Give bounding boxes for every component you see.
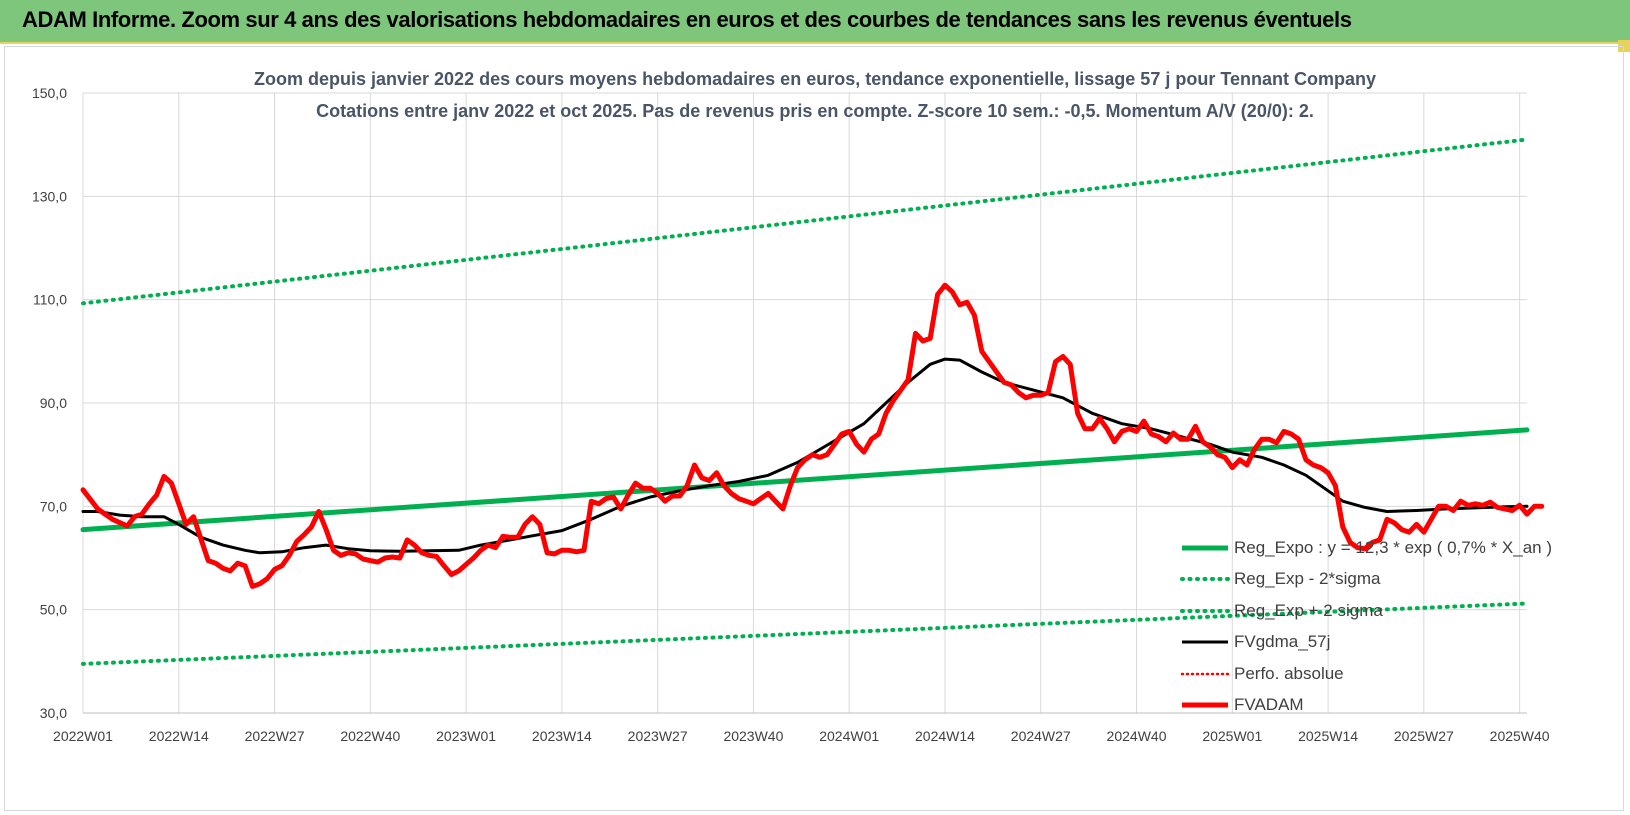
series-line-reg-expo [80,427,1530,533]
chart-subtitle: Cotations entre janv 2022 et oct 2025. P… [316,101,1314,121]
header-banner: ADAM Informe. Zoom sur 4 ans des valoris… [0,0,1630,44]
x-tick-label: 2025W14 [1298,728,1358,744]
corner-marker [1618,40,1630,52]
x-tick-label: 2024W14 [915,728,975,744]
legend-label-fvadam: FVADAM [1234,695,1304,715]
chart-frame [4,46,1624,811]
banner-title: ADAM Informe. Zoom sur 4 ans des valoris… [22,7,1352,32]
legend-item-reg-exp-minus-2sigma: Reg_Exp - 2*sigma [1180,564,1620,596]
legend-label-reg-expo: Reg_Expo : y = 12,3 * exp ( 0,7% * X_an … [1234,537,1552,557]
x-tick-label: 2023W40 [723,728,783,744]
series-line-fvgdma-57j [81,357,1529,555]
x-tick-label: 2023W01 [436,728,496,744]
y-tick-label: 150,0 [32,85,67,101]
y-tick-label: 50,0 [40,602,67,618]
y-tick-label: 30,0 [40,705,67,721]
chart-title: Zoom depuis janvier 2022 des cours moyen… [254,69,1376,89]
series-line-reg-exp-minus-2sigma [81,601,1529,666]
legend-swatch-reg-exp-plus-2sigma [1180,608,1230,613]
y-tick-label: 130,0 [32,188,67,204]
legend-swatch-fvadam [1182,702,1228,708]
legend-item-reg-exp-plus-2sigma: Reg_Exp + 2 sigma [1180,595,1620,627]
x-tick-label: 2025W27 [1394,728,1454,744]
legend-label-reg-exp-plus-2sigma: Reg_Exp + 2 sigma [1234,600,1383,620]
legend-label-fvgdma-57j: FVgdma_57j [1234,632,1331,652]
x-tick-label: 2024W01 [819,728,879,744]
y-tick-label: 70,0 [40,498,67,514]
legend-swatch-fvgdma-57j [1182,640,1228,644]
x-tick-label: 2024W27 [1011,728,1071,744]
x-tick-label: 2025W40 [1490,728,1550,744]
y-tick-label: 90,0 [40,395,67,411]
chart-legend: Reg_Expo : y = 12,3 * exp ( 0,7% * X_an … [1180,532,1620,721]
x-tick-label: 2022W01 [53,728,113,744]
x-tick-label: 2023W14 [532,728,592,744]
x-tick-label: 2022W27 [245,728,305,744]
series-line-fvadam [80,282,1545,589]
legend-item-reg-expo: Reg_Expo : y = 12,3 * exp ( 0,7% * X_an … [1180,532,1620,564]
x-tick-label: 2022W40 [340,728,400,744]
legend-swatch-perfo-absolue [1180,672,1230,675]
x-tick-label: 2024W40 [1107,728,1167,744]
legend-item-fvadam: FVADAM [1180,690,1620,722]
series-line-reg-exp-plus-2sigma [81,137,1529,306]
legend-swatch-reg-expo [1182,545,1228,551]
legend-label-perfo-absolue: Perfo. absolue [1234,663,1344,683]
legend-label-reg-exp-minus-2sigma: Reg_Exp - 2*sigma [1234,569,1381,589]
y-tick-label: 110,0 [33,292,67,308]
x-tick-label: 2025W01 [1202,728,1262,744]
x-tick-label: 2022W14 [149,728,209,744]
legend-item-fvgdma-57j: FVgdma_57j [1180,627,1620,659]
legend-swatch-reg-exp-minus-2sigma [1180,577,1230,582]
legend-item-perfo-absolue: Perfo. absolue [1180,658,1620,690]
x-tick-label: 2023W27 [628,728,688,744]
